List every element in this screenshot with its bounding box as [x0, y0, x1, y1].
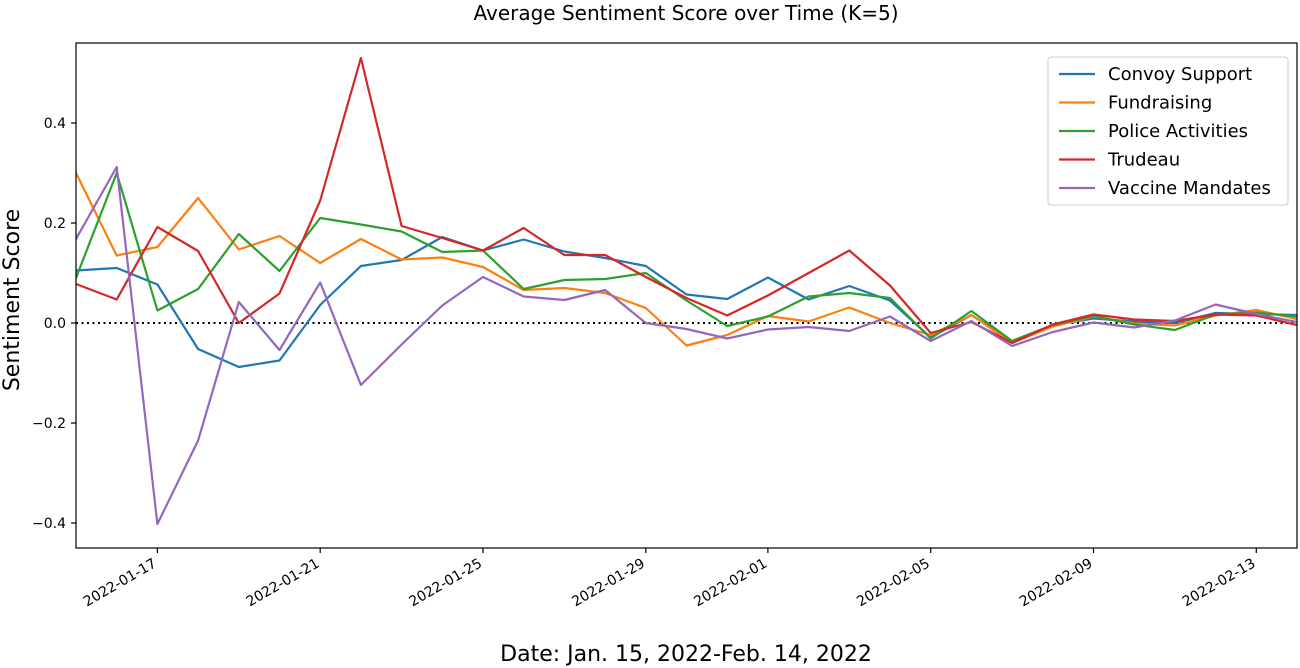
x-tick-label: 2022-02-01: [691, 556, 769, 611]
y-tick-label: 0.0: [44, 316, 66, 332]
x-tick-label: 2022-01-21: [244, 556, 322, 611]
chart-title: Average Sentiment Score over Time (K=5): [473, 1, 898, 25]
legend: Convoy Support Fundraising Police Activiti…: [1047, 56, 1289, 206]
series-lines: [76, 56, 1297, 526]
x-tick-label: 2022-02-09: [1017, 556, 1095, 611]
y-tick-label: 0.4: [44, 116, 66, 132]
series-line-trudeau: [76, 56, 1297, 345]
series-line-police-activities: [76, 171, 1297, 343]
y-tick-label: −0.4: [32, 516, 66, 532]
series-line-convoy-support: [76, 235, 1297, 369]
y-tick-label: 0.2: [44, 216, 66, 232]
legend-label: Trudeau: [1107, 150, 1180, 171]
x-tick-label: 2022-02-13: [1180, 556, 1258, 611]
axes-frame: [75, 42, 1298, 549]
series-line-vaccine-mandates: [76, 165, 1297, 526]
legend-box: [1047, 56, 1289, 206]
y-ticks: −0.4 −0.2 0.0 0.2 0.4: [32, 116, 76, 532]
legend-label: Convoy Support: [1108, 64, 1252, 85]
x-tick-label: 2022-01-17: [81, 556, 159, 611]
x-axis-label: Date: Jan. 15, 2022-Feb. 14, 2022: [500, 642, 872, 667]
legend-label: Fundraising: [1108, 93, 1212, 114]
x-ticks: 2022-01-17 2022-01-21 2022-01-25 2022-01-29…: [81, 548, 1258, 610]
x-tick-label: 2022-02-05: [854, 556, 932, 611]
y-axis-label: Sentiment Score: [0, 209, 25, 391]
y-tick-label: −0.2: [32, 416, 66, 432]
x-tick-label: 2022-01-29: [569, 556, 647, 611]
legend-label: Police Activities: [1108, 121, 1248, 142]
legend-label: Vaccine Mandates: [1108, 178, 1271, 199]
axes: [75, 42, 1298, 549]
x-tick-label: 2022-01-25: [407, 556, 485, 611]
